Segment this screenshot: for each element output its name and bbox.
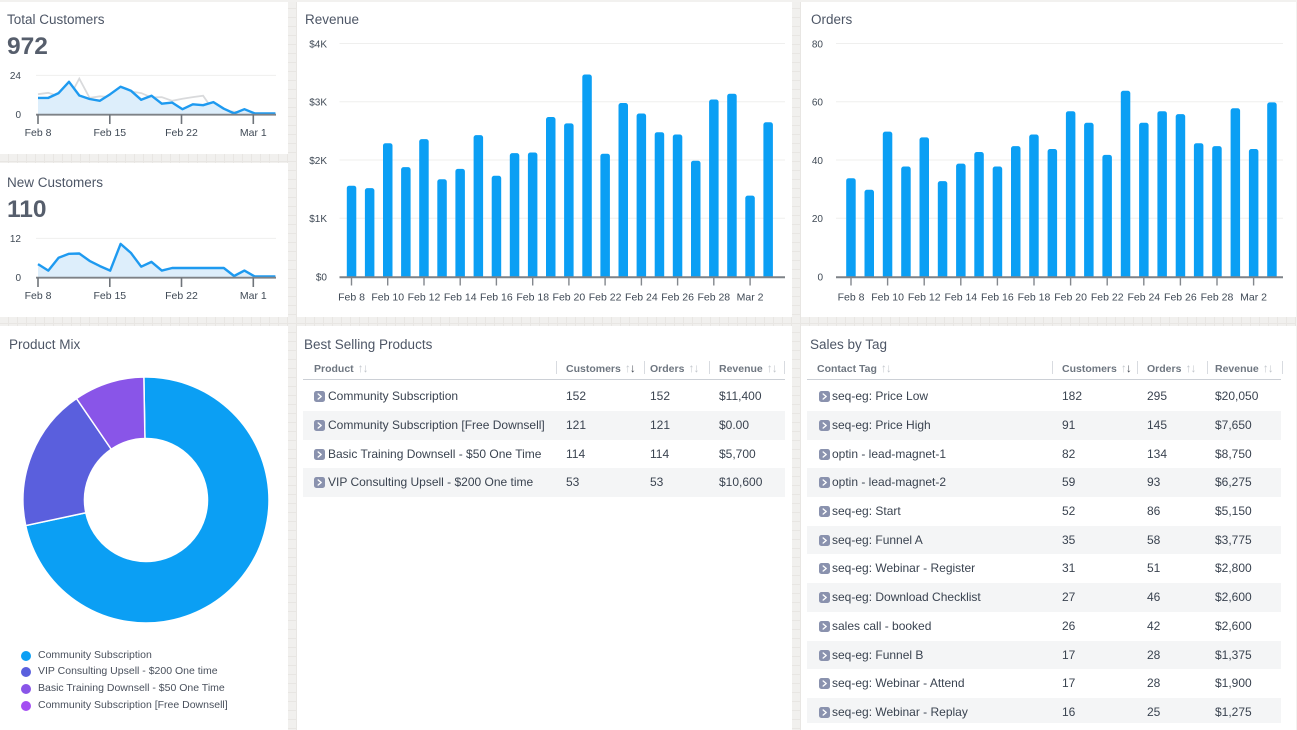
svg-text:Feb 10: Feb 10 bbox=[371, 292, 404, 304]
svg-text:60: 60 bbox=[812, 98, 824, 109]
svg-text:$0: $0 bbox=[316, 273, 328, 284]
svg-text:Mar 1: Mar 1 bbox=[240, 290, 267, 302]
svg-text:Feb 12: Feb 12 bbox=[908, 292, 941, 304]
svg-text:12: 12 bbox=[10, 234, 22, 245]
svg-text:40: 40 bbox=[812, 156, 824, 167]
svg-text:20: 20 bbox=[812, 214, 824, 225]
svg-text:Feb 8: Feb 8 bbox=[25, 127, 52, 139]
svg-text:Feb 8: Feb 8 bbox=[838, 292, 865, 304]
svg-text:0: 0 bbox=[15, 273, 21, 284]
svg-text:Feb 14: Feb 14 bbox=[944, 292, 977, 304]
svg-text:Feb 24: Feb 24 bbox=[1127, 292, 1160, 304]
svg-text:Feb 16: Feb 16 bbox=[480, 292, 513, 304]
svg-text:Feb 24: Feb 24 bbox=[625, 292, 658, 304]
svg-text:Mar 1: Mar 1 bbox=[240, 127, 267, 139]
svg-text:$4K: $4K bbox=[309, 40, 327, 51]
svg-text:Feb 20: Feb 20 bbox=[553, 292, 586, 304]
svg-text:0: 0 bbox=[817, 273, 823, 284]
svg-text:Feb 12: Feb 12 bbox=[408, 292, 441, 304]
svg-text:Mar 2: Mar 2 bbox=[737, 292, 764, 304]
svg-text:Feb 26: Feb 26 bbox=[1164, 292, 1197, 304]
svg-text:$1K: $1K bbox=[309, 214, 327, 225]
svg-text:Feb 22: Feb 22 bbox=[165, 290, 198, 302]
svg-text:Feb 22: Feb 22 bbox=[1091, 292, 1124, 304]
svg-text:$2K: $2K bbox=[309, 156, 327, 167]
svg-text:Feb 14: Feb 14 bbox=[444, 292, 477, 304]
svg-text:Feb 15: Feb 15 bbox=[93, 127, 126, 139]
svg-text:Feb 8: Feb 8 bbox=[338, 292, 365, 304]
svg-text:Mar 2: Mar 2 bbox=[1240, 292, 1267, 304]
svg-text:0: 0 bbox=[15, 110, 21, 121]
svg-text:Feb 18: Feb 18 bbox=[516, 292, 549, 304]
svg-text:Feb 15: Feb 15 bbox=[93, 290, 126, 302]
svg-text:Feb 28: Feb 28 bbox=[1201, 292, 1234, 304]
svg-text:24: 24 bbox=[10, 71, 22, 82]
svg-text:Feb 22: Feb 22 bbox=[589, 292, 622, 304]
svg-text:Feb 20: Feb 20 bbox=[1054, 292, 1087, 304]
svg-text:Feb 16: Feb 16 bbox=[981, 292, 1014, 304]
svg-text:Feb 18: Feb 18 bbox=[1018, 292, 1051, 304]
svg-text:Feb 8: Feb 8 bbox=[25, 290, 52, 302]
svg-text:Feb 22: Feb 22 bbox=[165, 127, 198, 139]
svg-text:Feb 26: Feb 26 bbox=[661, 292, 694, 304]
svg-text:Feb 28: Feb 28 bbox=[697, 292, 730, 304]
svg-text:Feb 10: Feb 10 bbox=[871, 292, 904, 304]
svg-text:$3K: $3K bbox=[309, 98, 327, 109]
svg-text:80: 80 bbox=[812, 40, 824, 51]
